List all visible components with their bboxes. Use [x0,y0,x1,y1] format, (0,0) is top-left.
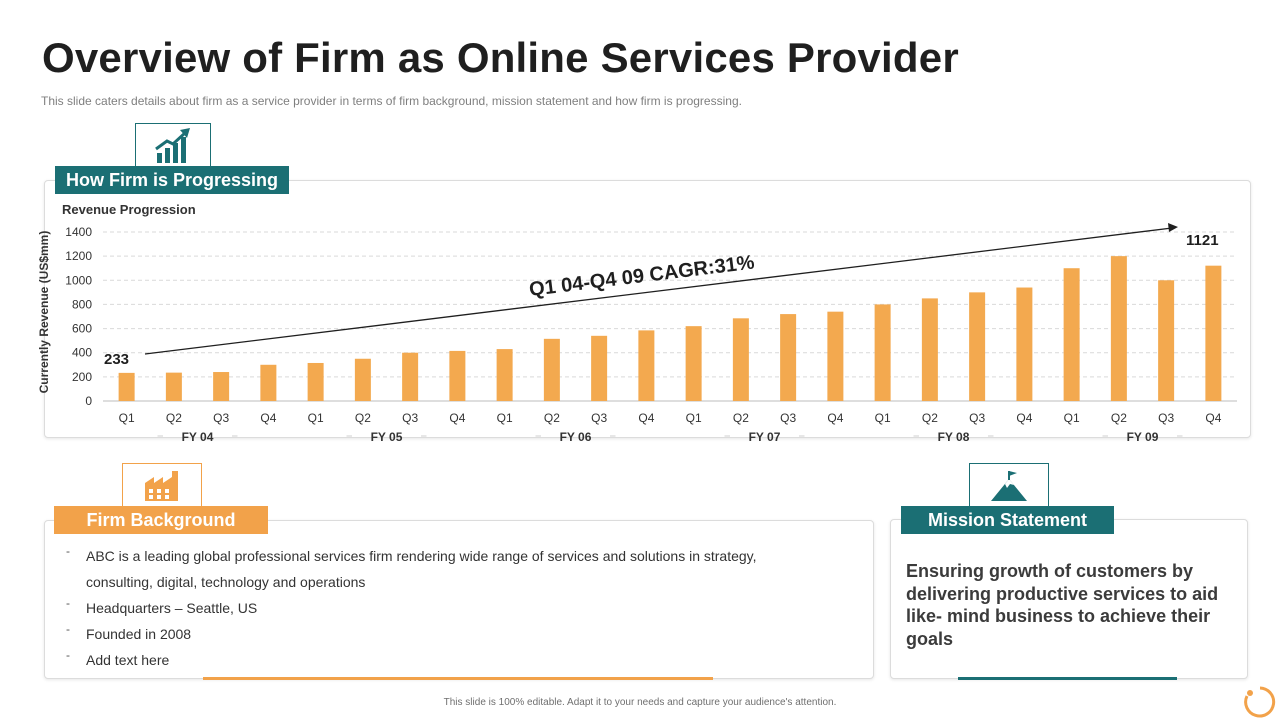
y-tick-label: 0 [85,394,92,408]
bar [354,358,371,401]
bar [1063,268,1080,401]
mission-statement-label: Mission Statement [901,506,1114,534]
bar [1205,265,1222,401]
bar [543,338,560,401]
firm-background-label: Firm Background [54,506,268,534]
group-label: FY 09 [1127,430,1159,444]
mission-accent-bar [958,677,1177,680]
x-tick-label: Q1 [119,411,135,425]
page-title: Overview of Firm as Online Services Prov… [42,34,959,81]
start-value-label: 233 [104,351,129,368]
y-tick-label: 1400 [65,225,92,239]
bar [165,372,182,401]
mountain-flag-icon [991,471,1027,501]
x-tick-label: Q4 [827,411,843,425]
x-tick-label: Q3 [969,411,985,425]
group-label: FY 04 [182,430,214,444]
x-tick-label: Q2 [1111,411,1127,425]
bar [260,364,277,401]
y-tick-label: 1200 [65,249,92,263]
y-tick-label: 200 [72,370,92,384]
x-tick-label: Q2 [922,411,938,425]
group-label: FY 06 [560,430,592,444]
x-tick-label: Q2 [355,411,371,425]
end-value-label: 1121 [1186,232,1219,249]
page-subtitle: This slide caters details about firm as … [41,94,742,108]
bar [402,352,419,401]
x-tick-label: Q1 [1064,411,1080,425]
bar [1016,287,1033,401]
x-tick-label: Q2 [733,411,749,425]
progress-icon-box [135,123,211,168]
progress-section-label: How Firm is Progressing [55,166,289,194]
y-tick-label: 600 [72,322,92,336]
x-tick-label: Q1 [308,411,324,425]
firm-background-accent-bar [203,677,713,680]
list-item: Add text here [66,642,826,673]
list-item: Founded in 2008 [66,616,826,647]
bar [780,314,797,401]
chart-title: Revenue Progression [62,202,196,217]
x-tick-label: Q3 [1158,411,1174,425]
bar [118,372,135,401]
x-tick-label: Q4 [1205,411,1221,425]
x-tick-label: Q4 [449,411,465,425]
x-tick-label: Q1 [875,411,891,425]
cagr-trend-arrow [144,227,1173,355]
x-tick-label: Q2 [166,411,182,425]
x-tick-label: Q4 [638,411,654,425]
y-tick-label: 800 [72,297,92,311]
factory-icon-box [122,463,202,508]
growth-chart-icon [155,128,190,163]
factory-icon [145,471,178,501]
bar [213,372,230,401]
list-item: Headquarters – Seattle, US [66,590,826,621]
x-tick-label: Q3 [591,411,607,425]
x-tick-label: Q2 [544,411,560,425]
x-tick-label: Q1 [497,411,513,425]
group-label: FY 08 [938,430,970,444]
x-tick-label: Q4 [1016,411,1032,425]
bar [732,318,749,401]
group-label: FY 05 [371,430,403,444]
bar [827,311,844,401]
y-tick-label: 1000 [65,273,92,287]
x-tick-label: Q3 [402,411,418,425]
footer-note: This slide is 100% editable. Adapt it to… [443,697,837,708]
bar [307,362,324,401]
group-label: FY 07 [749,430,781,444]
bar [685,326,702,401]
bar [969,292,986,401]
x-tick-label: Q3 [780,411,796,425]
bar [874,304,891,401]
firm-background-list: ABC is a leading global professional ser… [66,538,826,673]
bar [1110,256,1127,401]
bar [1158,280,1175,401]
bar [449,350,466,401]
bar [591,335,608,401]
x-tick-label: Q1 [686,411,702,425]
bar [638,330,655,401]
y-axis-label: Currently Revenue (US$mm) [37,231,51,394]
bar [496,349,513,401]
list-item: ABC is a leading global professional ser… [66,538,826,595]
brand-logo-icon [1244,686,1276,718]
bar [921,298,938,401]
x-tick-label: Q4 [260,411,276,425]
mountain-icon-box [969,463,1049,508]
cagr-arrow-head [1168,223,1178,232]
x-tick-label: Q3 [213,411,229,425]
y-tick-label: 400 [72,346,92,360]
mission-statement-text: Ensuring growth of customers by deliveri… [906,561,1219,649]
